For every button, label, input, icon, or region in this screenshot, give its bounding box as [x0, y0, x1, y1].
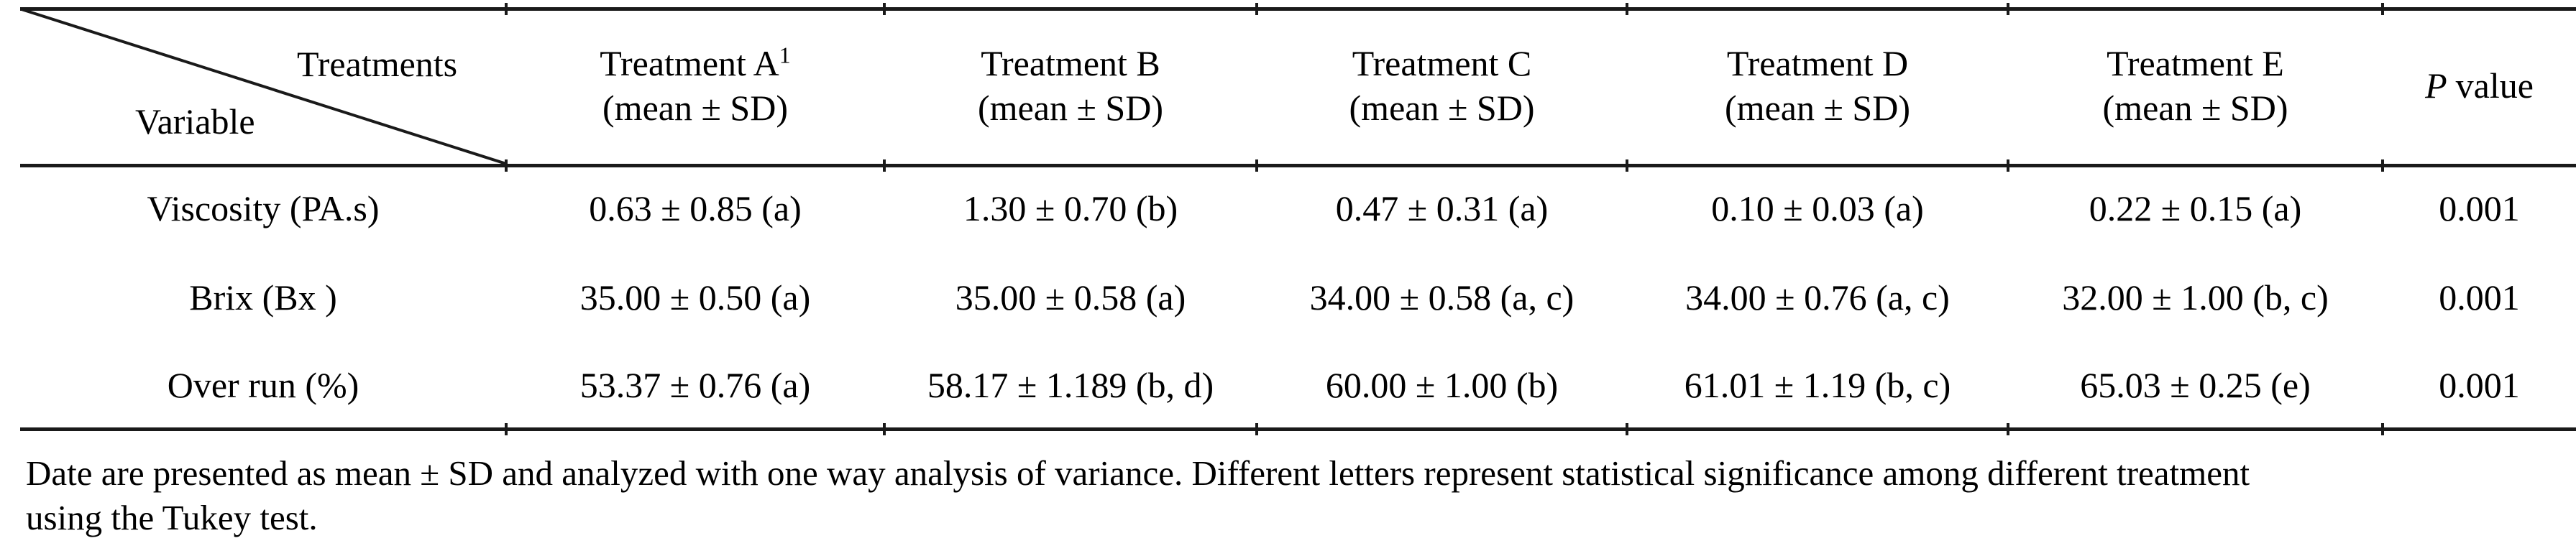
table-value-cell: 35.00 ± 0.50 (a) [579, 277, 811, 318]
column-header-treatment-c: Treatment C (mean ± SD) [1257, 7, 1627, 164]
column-tick [505, 159, 508, 172]
column-header-subtitle: (mean ± SD) [2102, 88, 2288, 128]
header-divider-rule [20, 159, 2576, 172]
column-tick [1626, 423, 1628, 435]
p-value-cell: 0.001 [2439, 188, 2520, 228]
row-variable-overrun: Over run (%) [167, 364, 359, 405]
table-value-cell: 58.17 ± 1.189 (b, d) [927, 364, 1214, 405]
footnote-line-2: using the Tukey test. [26, 498, 318, 537]
column-tick [2381, 3, 2384, 15]
column-tick [883, 159, 886, 172]
column-tick [1626, 159, 1628, 172]
column-header-label: Treatment A1 [600, 42, 791, 83]
column-header-p-value: P value [2383, 7, 2576, 164]
table-top-rule [20, 3, 2576, 15]
corner-header-cell: Treatments Variable [20, 7, 506, 164]
column-tick [1626, 3, 1628, 15]
table-value-cell: 0.10 ± 0.03 (a) [1711, 188, 1924, 228]
table-value-cell: 0.47 ± 0.31 (a) [1335, 188, 1549, 228]
table-value-cell: 65.03 ± 0.25 (e) [2080, 364, 2311, 405]
column-tick [505, 423, 508, 435]
column-tick [2007, 3, 2009, 15]
p-value-cell: 0.001 [2439, 277, 2520, 318]
table-value-cell: 34.00 ± 0.76 (a, c) [1685, 277, 1950, 318]
table-value-cell: 53.37 ± 0.76 (a) [579, 364, 811, 405]
column-header-treatment-e: Treatment E (mean ± SD) [2008, 7, 2383, 164]
footnote-line-1: Date are presented as mean ± SD and anal… [26, 453, 2250, 493]
column-tick [505, 3, 508, 15]
column-header-treatment-b: Treatment B (mean ± SD) [884, 7, 1257, 164]
table-value-cell: 61.01 ± 1.19 (b, c) [1684, 364, 1951, 405]
table-footnote: Date are presented as mean ± SD and anal… [26, 451, 2576, 540]
column-header-label: Treatment C [1352, 43, 1532, 83]
column-tick [1255, 3, 1258, 15]
table-value-cell: 35.00 ± 0.58 (a) [955, 277, 1186, 318]
column-tick [2007, 159, 2009, 172]
column-header-subtitle: (mean ± SD) [978, 88, 1163, 128]
table-bottom-rule [20, 423, 2576, 435]
column-header-subtitle: (mean ± SD) [1725, 88, 1910, 128]
table-value-cell: 1.30 ± 0.70 (b) [963, 188, 1178, 228]
corner-label-treatments: Treatments [297, 44, 458, 84]
column-tick [2381, 159, 2384, 172]
row-variable-viscosity: Viscosity (PA.s) [147, 188, 380, 228]
table-value-cell: 32.00 ± 1.00 (b, c) [2062, 277, 2329, 318]
p-value-cell: 0.001 [2439, 364, 2520, 405]
column-tick [883, 3, 886, 15]
column-header-label: Treatment B [981, 43, 1160, 83]
footnote-marker: 1 [779, 42, 791, 68]
column-tick [2381, 423, 2384, 435]
p-value-italic: P [2425, 65, 2447, 106]
column-tick [2007, 423, 2009, 435]
row-variable-brix: Brix (Bx ) [189, 277, 337, 318]
table-value-cell: 0.22 ± 0.15 (a) [2089, 188, 2302, 228]
column-tick [1255, 159, 1258, 172]
column-header-label: Treatment E [2107, 43, 2284, 83]
corner-label-variable: Variable [135, 101, 255, 142]
table-value-cell: 60.00 ± 1.00 (b) [1325, 364, 1559, 405]
diagonal-divider [21, 8, 506, 164]
p-value-rest: value [2455, 65, 2534, 106]
table-value-cell: 34.00 ± 0.58 (a, c) [1309, 277, 1575, 318]
table-value-cell: 0.63 ± 0.85 (a) [589, 188, 802, 228]
results-table: Treatments Variable Treatment A1 (mean ±… [20, 3, 2576, 435]
column-header-subtitle: (mean ± SD) [602, 88, 788, 128]
column-header-subtitle: (mean ± SD) [1349, 88, 1535, 128]
column-header-treatment-a: Treatment A1 (mean ± SD) [506, 7, 884, 164]
column-tick [883, 423, 886, 435]
table-grid: Treatments Variable Treatment A1 (mean ±… [20, 7, 2576, 427]
column-header-label: Treatment D [1726, 43, 1909, 83]
column-tick [1255, 423, 1258, 435]
column-header-treatment-d: Treatment D (mean ± SD) [1627, 7, 2008, 164]
